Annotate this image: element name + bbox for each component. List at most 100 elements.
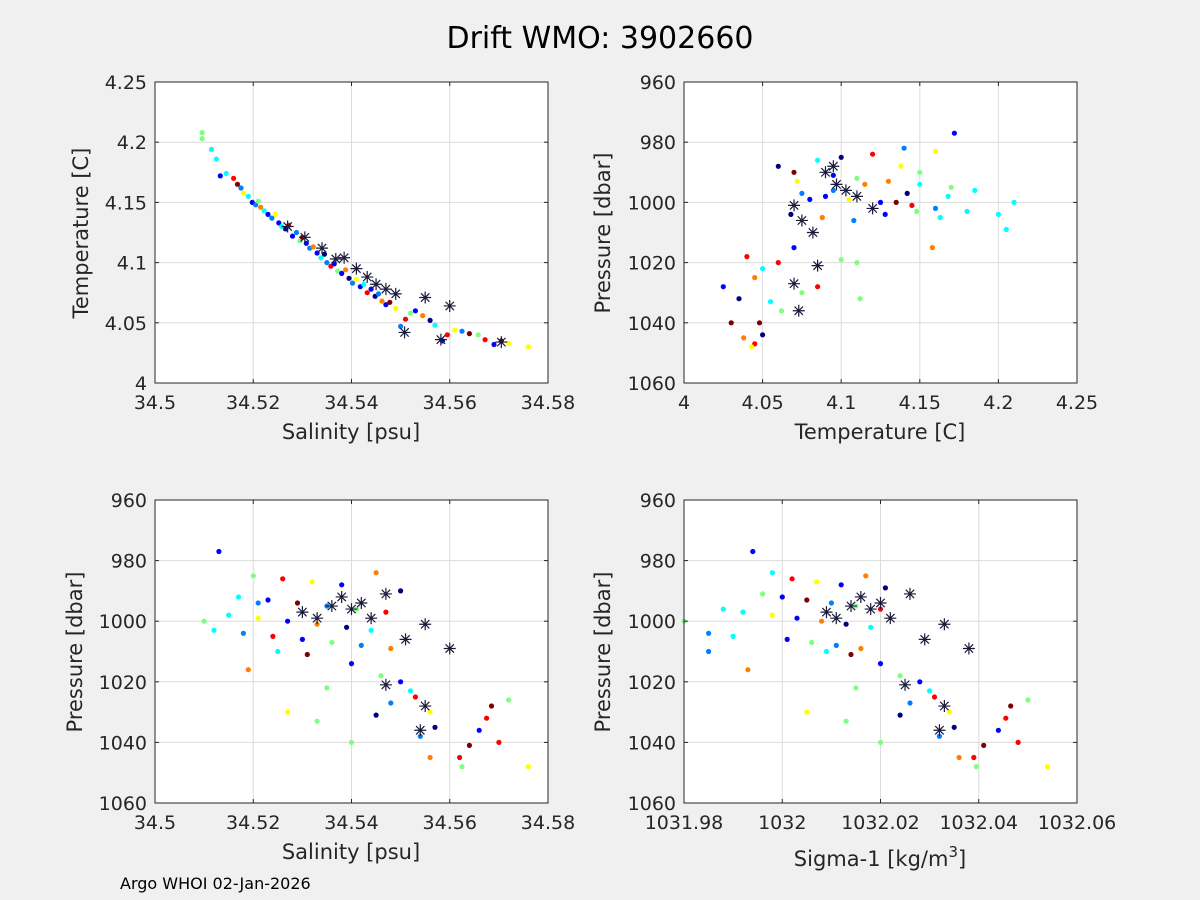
data-point	[457, 754, 463, 761]
data-point	[760, 591, 766, 597]
data-point	[749, 344, 755, 350]
star-marker	[795, 214, 808, 227]
data-point	[885, 178, 892, 184]
data-point	[375, 291, 382, 297]
data-point	[373, 712, 379, 718]
data-point	[853, 685, 859, 691]
star-marker	[379, 587, 392, 600]
data-point	[794, 615, 800, 621]
data-point	[706, 630, 712, 636]
y-tick-label: 1020	[628, 672, 676, 694]
data-point	[981, 742, 987, 749]
x-tick-label: 1032.02	[841, 812, 920, 834]
data-point	[937, 214, 943, 221]
data-point	[778, 308, 785, 314]
star-marker	[962, 642, 975, 655]
star-marker	[903, 587, 916, 600]
data-point	[388, 700, 394, 706]
data-point	[846, 196, 852, 202]
data-point	[752, 275, 758, 281]
star-marker	[345, 603, 358, 616]
star-marker	[379, 678, 392, 691]
y-tick-label: 1040	[628, 732, 676, 754]
y-tick-label: 960	[640, 72, 676, 94]
data-point	[488, 703, 495, 709]
star-marker	[788, 277, 801, 290]
data-point	[314, 621, 320, 627]
data-point	[361, 281, 367, 287]
data-point	[339, 582, 345, 588]
data-point	[383, 302, 389, 308]
y-tick-label: 960	[111, 490, 147, 512]
data-point	[815, 157, 821, 163]
x-tick-label: 4	[678, 392, 690, 414]
star-marker	[399, 633, 412, 646]
axes-frame	[683, 81, 1078, 384]
x-tick-label: 34.52	[226, 392, 280, 414]
data-point	[245, 667, 251, 673]
x-tick-label: 1032	[758, 812, 806, 834]
data-point	[843, 718, 849, 724]
data-point	[407, 688, 414, 694]
data-point	[917, 169, 923, 175]
data-point	[807, 196, 813, 202]
data-point	[364, 290, 370, 296]
data-point	[475, 332, 481, 338]
star-marker	[918, 633, 931, 646]
data-point	[791, 245, 797, 251]
y-tick-label: 4.15	[105, 192, 147, 214]
data-point	[217, 173, 223, 179]
data-point	[862, 181, 868, 187]
data-point	[964, 208, 970, 214]
data-point	[848, 651, 854, 658]
star-marker	[316, 242, 329, 255]
footer-credit: Argo WHOI 02-Jan-2026	[120, 874, 311, 893]
data-point	[1011, 199, 1017, 205]
data-point	[932, 148, 939, 154]
y-tick-label: 4	[135, 373, 147, 395]
data-point	[995, 727, 1002, 733]
data-point	[854, 175, 860, 181]
data-point	[402, 316, 409, 322]
figure-title: Drift WMO: 3902660	[447, 21, 754, 56]
data-point	[427, 754, 433, 761]
data-point	[819, 214, 825, 221]
data-point	[951, 724, 957, 730]
data-point	[851, 217, 857, 224]
data-point	[216, 548, 222, 555]
axes-pressure-vs-salinity: 34.5 34.52 34.54 34.56 34.58 960 980 1000 1020 10…	[63, 490, 575, 864]
data-point	[294, 600, 301, 606]
data-point	[830, 187, 836, 193]
data-point	[745, 667, 751, 673]
star-marker	[495, 336, 508, 349]
data-point	[1025, 697, 1031, 703]
data-point	[353, 276, 359, 283]
profile-markers	[820, 587, 975, 737]
data-point	[804, 597, 810, 603]
data-point	[929, 245, 936, 251]
x-tick-label: 4.15	[899, 392, 941, 414]
data-point	[482, 337, 488, 343]
data-point	[427, 317, 433, 323]
data-point	[525, 344, 532, 350]
data-point	[932, 205, 939, 211]
data-point	[897, 712, 903, 718]
data-point	[971, 754, 977, 761]
data-point	[788, 211, 794, 217]
star-marker	[854, 590, 867, 603]
data-point	[393, 305, 399, 311]
data-point	[289, 233, 296, 239]
data-point	[946, 709, 952, 715]
star-marker	[443, 642, 456, 655]
star-marker	[365, 612, 378, 625]
data-point	[897, 673, 903, 679]
star-marker	[788, 199, 801, 212]
data-point	[444, 332, 450, 338]
data-point	[995, 211, 1002, 217]
data-point	[208, 146, 215, 152]
data-point	[231, 175, 237, 181]
star-marker	[845, 600, 858, 613]
data-point	[346, 275, 352, 281]
y-tick-label: 1020	[628, 253, 676, 275]
data-point	[272, 211, 278, 217]
